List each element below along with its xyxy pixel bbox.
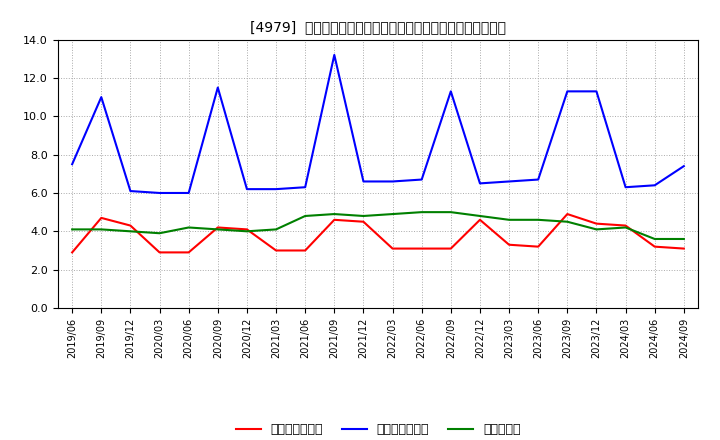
在庫回転率 [476,213,485,219]
買入債務回転率 [126,188,135,194]
売上債権回転率 [476,217,485,223]
買入債務回転率 [271,187,280,192]
在庫回転率 [563,219,572,224]
在庫回転率 [301,213,310,219]
売上債権回転率 [271,248,280,253]
Line: 売上債権回転率: 売上債権回転率 [72,214,684,253]
買入債務回転率 [621,185,630,190]
在庫回転率 [446,209,455,215]
売上債権回転率 [68,250,76,255]
在庫回転率 [534,217,543,223]
売上債権回転率 [213,225,222,230]
売上債権回転率 [446,246,455,251]
売上債権回転率 [156,250,164,255]
在庫回転率 [184,225,193,230]
売上債権回転率 [418,246,426,251]
売上債権回転率 [650,244,659,249]
在庫回転率 [330,211,338,216]
買入債務回転率 [680,164,688,169]
買入債務回転率 [213,85,222,90]
在庫回転率 [388,211,397,216]
Line: 買入債務回転率: 買入債務回転率 [72,55,684,193]
Line: 在庫回転率: 在庫回転率 [72,212,684,239]
買入債務回転率 [184,191,193,196]
売上債権回転率 [359,219,368,224]
Legend: 売上債権回転率, 買入債務回転率, 在庫回転率: 売上債権回転率, 買入債務回転率, 在庫回転率 [230,418,526,440]
買入債務回転率 [97,95,106,100]
売上債権回転率 [621,223,630,228]
買入債務回転率 [418,177,426,182]
買入債務回転率 [592,89,600,94]
在庫回転率 [97,227,106,232]
売上債権回転率 [680,246,688,251]
買入債務回転率 [68,161,76,167]
在庫回転率 [213,227,222,232]
在庫回転率 [243,229,251,234]
買入債務回転率 [505,179,513,184]
在庫回転率 [592,227,600,232]
売上債権回転率 [388,246,397,251]
買入債務回転率 [330,52,338,58]
買入債務回転率 [476,181,485,186]
買入債務回転率 [301,185,310,190]
在庫回転率 [505,217,513,223]
買入債務回転率 [156,191,164,196]
在庫回転率 [621,225,630,230]
在庫回転率 [271,227,280,232]
買入債務回転率 [650,183,659,188]
買入債務回転率 [388,179,397,184]
買入債務回転率 [563,89,572,94]
買入債務回転率 [359,179,368,184]
売上債権回転率 [505,242,513,247]
在庫回転率 [68,227,76,232]
在庫回転率 [650,236,659,242]
売上債権回転率 [243,227,251,232]
買入債務回転率 [446,89,455,94]
在庫回転率 [156,231,164,236]
在庫回転率 [126,229,135,234]
売上債権回転率 [126,223,135,228]
売上債権回転率 [563,211,572,216]
在庫回転率 [359,213,368,219]
買入債務回転率 [243,187,251,192]
Title: [4979]  売上債権回転率、買入債務回転率、在庫回転率の推移: [4979] 売上債権回転率、買入債務回転率、在庫回転率の推移 [250,20,506,34]
売上債権回転率 [184,250,193,255]
買入債務回転率 [534,177,543,182]
売上債権回転率 [97,215,106,220]
売上債権回転率 [534,244,543,249]
売上債権回転率 [330,217,338,223]
売上債権回転率 [301,248,310,253]
在庫回転率 [418,209,426,215]
売上債権回転率 [592,221,600,226]
在庫回転率 [680,236,688,242]
